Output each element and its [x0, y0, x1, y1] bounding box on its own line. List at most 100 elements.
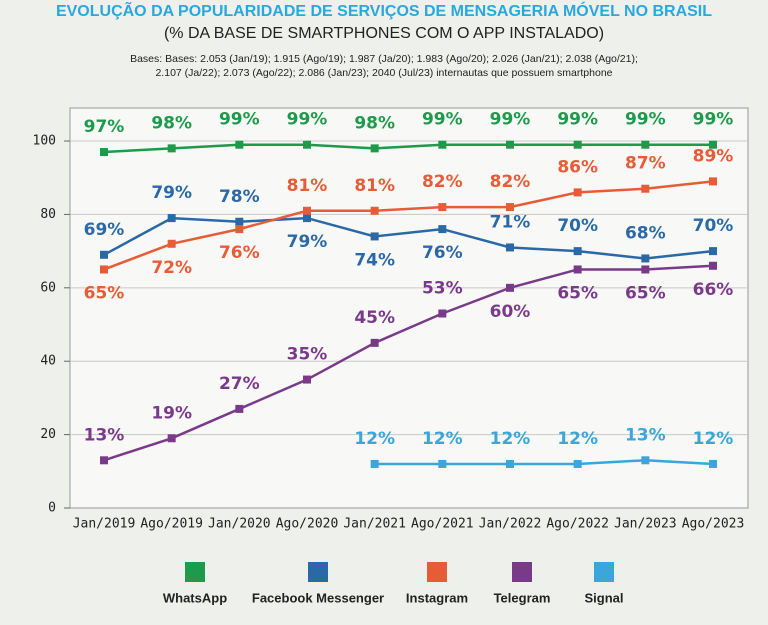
value-label: 12%	[490, 429, 531, 449]
note: 2.107 (Ja/22); 2.073 (Ago/22); 2.086 (Ja…	[155, 67, 612, 79]
value-label: 71%	[490, 212, 531, 232]
value-label: 65%	[84, 283, 125, 303]
point	[709, 459, 717, 468]
value-label: 79%	[151, 183, 192, 203]
plot-area	[69, 107, 749, 509]
point	[235, 225, 244, 234]
point	[438, 203, 447, 212]
value-label: 12%	[354, 429, 395, 449]
value-label: 99%	[490, 110, 531, 130]
legend-label: Instagram	[406, 590, 468, 605]
x-tick-label: Ago/2023	[682, 517, 745, 532]
point	[167, 434, 176, 443]
value-label: 76%	[422, 243, 463, 263]
value-label: 65%	[625, 283, 666, 303]
value-label: 81%	[287, 176, 328, 196]
point	[438, 225, 447, 234]
x-tick-label: Ago/2021	[411, 517, 474, 532]
point	[709, 177, 717, 186]
legend-swatch	[427, 562, 447, 582]
point	[641, 265, 650, 274]
point	[641, 456, 650, 465]
point	[303, 375, 311, 384]
y-tick-label: 80	[40, 207, 56, 222]
point	[641, 254, 650, 263]
value-label: 99%	[287, 110, 328, 130]
legend-swatch	[308, 562, 328, 582]
point	[709, 140, 717, 149]
point	[167, 214, 176, 223]
x-tick-label: Jan/2022	[479, 517, 542, 532]
value-label: 74%	[354, 250, 395, 270]
point	[573, 188, 582, 197]
series-line	[103, 143, 713, 154]
point	[370, 232, 379, 241]
point	[235, 404, 244, 413]
value-label: 60%	[490, 302, 531, 322]
value-label: 12%	[422, 429, 463, 449]
point	[438, 459, 447, 468]
legend-swatch	[512, 562, 532, 582]
value-label: 99%	[422, 110, 463, 130]
point	[370, 459, 379, 468]
point	[370, 144, 379, 153]
point	[167, 144, 176, 153]
value-label: 97%	[84, 117, 125, 137]
series-line	[103, 264, 714, 462]
point	[506, 203, 514, 212]
x-tick-label: Ago/2022	[546, 517, 609, 532]
x-tick-label: Ago/2019	[140, 517, 203, 532]
legend-label: WhatsApp	[163, 590, 227, 605]
point	[370, 206, 379, 215]
value-label: 35%	[287, 345, 328, 365]
chart-title: EVOLUÇÃO DA POPULARIDADE DE SERVIÇOS DE …	[56, 0, 712, 20]
legend-label: Facebook Messenger	[252, 590, 384, 605]
value-label: 82%	[490, 172, 531, 192]
value-label: 99%	[557, 110, 598, 130]
value-label: 81%	[354, 176, 395, 196]
value-label: 13%	[625, 425, 666, 445]
value-label: 70%	[693, 216, 734, 236]
value-label: 89%	[693, 146, 734, 166]
value-label: 12%	[693, 429, 734, 449]
point	[506, 459, 514, 468]
value-label: 86%	[557, 157, 598, 177]
point	[506, 140, 514, 149]
x-tick-label: Ago/2020	[276, 517, 339, 532]
point	[100, 250, 108, 259]
value-label: 78%	[219, 187, 260, 207]
point	[641, 184, 650, 193]
point	[370, 338, 379, 347]
point	[573, 247, 582, 256]
x-tick-label: Jan/2019	[73, 517, 136, 532]
value-label: 68%	[625, 223, 666, 243]
point	[303, 214, 311, 223]
value-label: 87%	[625, 154, 666, 174]
value-label: 69%	[84, 220, 125, 240]
value-label: 13%	[84, 425, 125, 445]
y-tick-label: 60	[40, 280, 56, 295]
point	[167, 239, 176, 248]
value-label: 99%	[219, 110, 260, 130]
value-label: 82%	[422, 172, 463, 192]
series-line	[103, 216, 714, 260]
x-tick-label: Jan/2023	[614, 517, 677, 532]
point	[235, 217, 244, 226]
legend-label: Signal	[584, 590, 623, 605]
legend-label: Telegram	[494, 590, 551, 605]
value-label: 76%	[219, 243, 260, 263]
value-label: 99%	[625, 110, 666, 130]
legend-swatch	[185, 562, 205, 582]
value-label: 66%	[693, 280, 734, 300]
point	[573, 140, 582, 149]
chart-subtitle: (% DA BASE DE SMARTPHONES COM O APP INST…	[164, 25, 604, 42]
point	[506, 283, 514, 292]
point	[100, 148, 108, 157]
legend-swatch	[594, 562, 614, 582]
point	[235, 140, 244, 149]
value-label: 70%	[557, 216, 598, 236]
point	[438, 309, 447, 318]
value-label: 45%	[354, 308, 395, 328]
point	[573, 265, 582, 274]
